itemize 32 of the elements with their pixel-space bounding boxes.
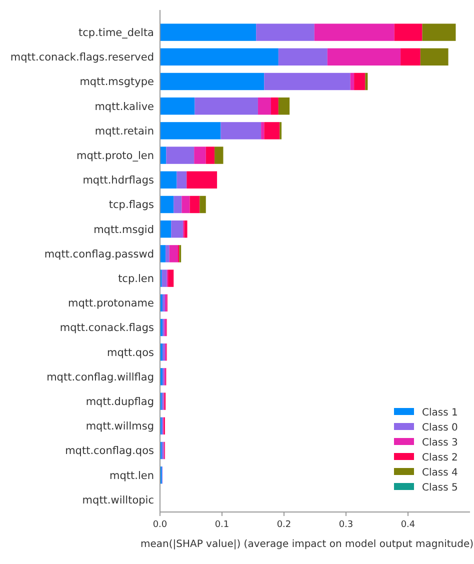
y-tick-label: mqtt.conflag.passwd [44,248,154,260]
legend-label: Class 4 [422,468,458,478]
x-tick-label: 0.2 [276,520,292,530]
x-tick-label: 0.1 [214,520,230,530]
y-tick-label: mqtt.conack.flags.reserved [10,52,154,64]
y-tick-label: mqtt.msgid [94,224,154,236]
x-tick-label: 0.3 [338,520,354,530]
y-tick-label: mqtt.kalive [94,100,154,113]
y-tick-label: mqtt.dupflag [86,396,154,408]
y-tick-label: tcp.time_delta [78,26,154,39]
y-tick-label: tcp.len [118,272,154,285]
legend-label: Class 1 [422,408,458,418]
y-tick-label: mqtt.msgtype [80,76,154,88]
x-axis-title: mean(|SHAP value|) (average impact on model output magnitude) [140,539,474,550]
y-tick-label: mqtt.conack.flags [60,322,154,334]
y-tick-label: mqtt.willtopic [82,494,154,506]
legend-label: Class 5 [422,482,458,494]
y-tick-label: mqtt.willmsg [86,420,154,433]
x-tick-label: 0.0 [152,520,168,530]
y-tick-label: mqtt.conflag.willflag [46,371,154,384]
y-tick-label: mqtt.protoname [68,298,154,310]
y-tick-label: mqtt.hdrflags [82,174,154,187]
y-tick-label: tcp.flags [108,199,154,212]
legend-label: Class 2 [422,452,458,464]
y-tick-label: mqtt.len [110,470,154,482]
y-tick-label: mqtt.conflag.qos [65,445,154,458]
legend-label: Class 0 [422,422,458,434]
x-tick-label: 0.4 [400,520,416,530]
y-tick-label: mqtt.proto_len [76,150,154,162]
y-tick-label: mqtt.qos [106,346,154,359]
legend-label: Class 3 [422,438,458,448]
y-tick-label: mqtt.retain [94,125,154,138]
